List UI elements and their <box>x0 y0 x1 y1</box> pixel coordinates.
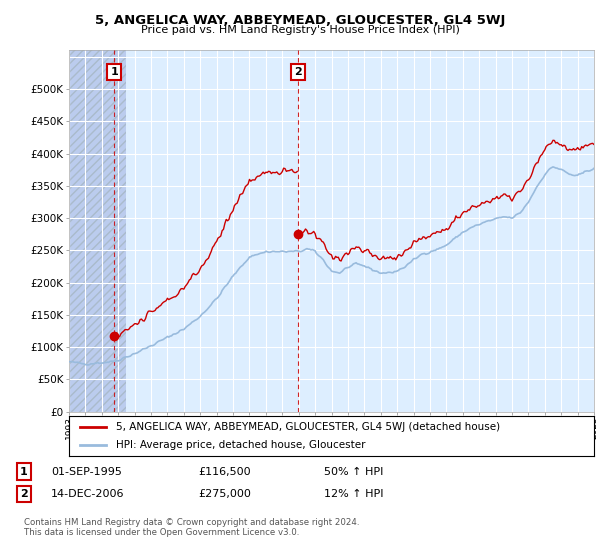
Text: Price paid vs. HM Land Registry's House Price Index (HPI): Price paid vs. HM Land Registry's House … <box>140 25 460 35</box>
Text: 5, ANGELICA WAY, ABBEYMEAD, GLOUCESTER, GL4 5WJ: 5, ANGELICA WAY, ABBEYMEAD, GLOUCESTER, … <box>95 14 505 27</box>
Text: 12% ↑ HPI: 12% ↑ HPI <box>324 489 383 499</box>
Text: 01-SEP-1995: 01-SEP-1995 <box>51 466 122 477</box>
Text: 50% ↑ HPI: 50% ↑ HPI <box>324 466 383 477</box>
Text: Contains HM Land Registry data © Crown copyright and database right 2024.
This d: Contains HM Land Registry data © Crown c… <box>24 518 359 538</box>
Text: 2: 2 <box>20 489 28 499</box>
Text: 5, ANGELICA WAY, ABBEYMEAD, GLOUCESTER, GL4 5WJ (detached house): 5, ANGELICA WAY, ABBEYMEAD, GLOUCESTER, … <box>116 422 500 432</box>
Text: 1: 1 <box>20 466 28 477</box>
Text: 14-DEC-2006: 14-DEC-2006 <box>51 489 125 499</box>
Bar <box>69 50 127 412</box>
Text: 2: 2 <box>294 67 302 77</box>
Text: HPI: Average price, detached house, Gloucester: HPI: Average price, detached house, Glou… <box>116 440 366 450</box>
Text: £116,500: £116,500 <box>198 466 251 477</box>
Text: 1: 1 <box>110 67 118 77</box>
Text: £275,000: £275,000 <box>198 489 251 499</box>
